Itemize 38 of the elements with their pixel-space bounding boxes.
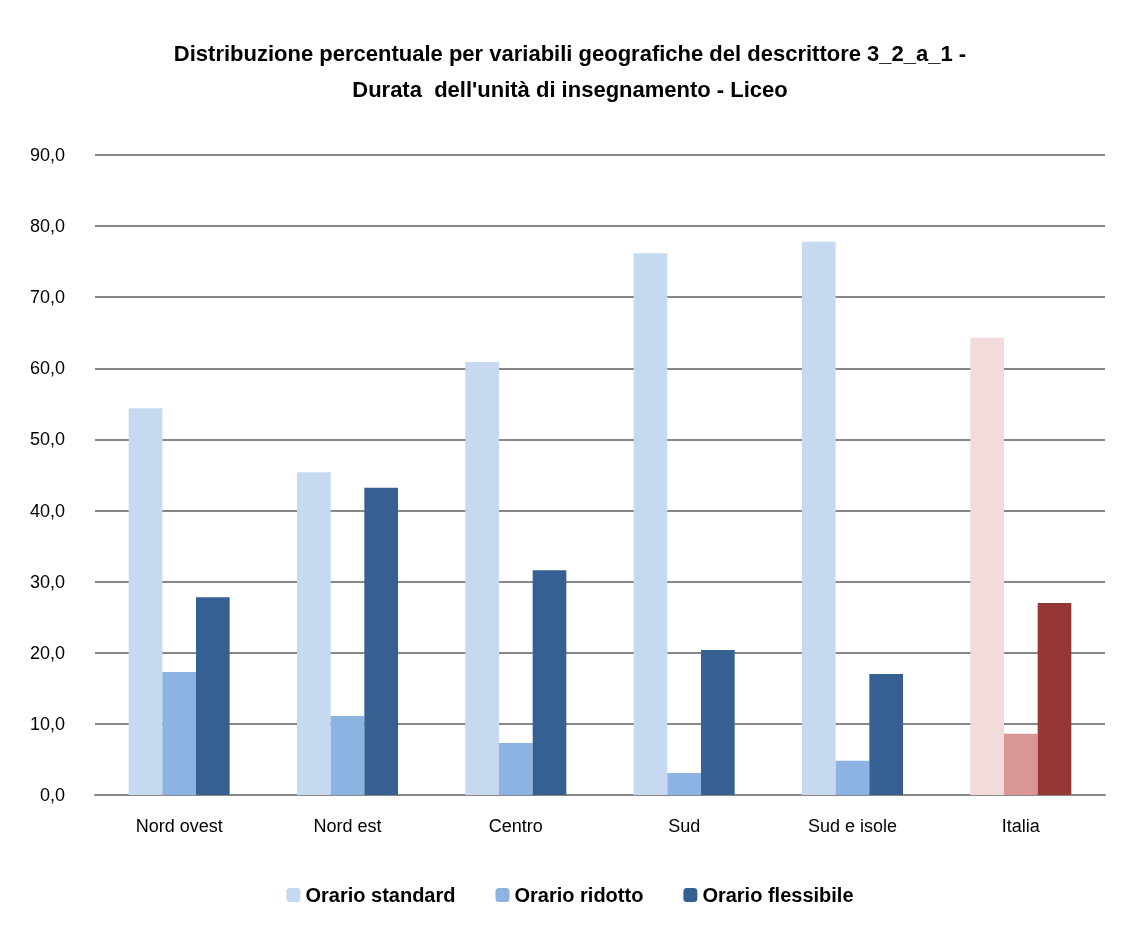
bar: [532, 570, 567, 795]
bar: [499, 743, 533, 795]
legend-label: Orario ridotto: [514, 884, 644, 906]
bar: [330, 716, 365, 795]
bar: [162, 671, 196, 795]
y-tick-label: 0,0: [39, 785, 65, 805]
chart-title: Distribuzione percentuale per variabili geografiche del descrittore 3_2_a_1 - Durata dell'unità di insegnamento - Liceo: [173, 40, 967, 102]
bar: [1037, 603, 1072, 795]
y-tick-label: 40,0: [29, 500, 65, 521]
y-tick-label: 30,0: [29, 571, 65, 592]
y-tick-label: 70,0: [29, 287, 65, 308]
bar: [196, 597, 230, 795]
bar: [297, 472, 331, 795]
bar: [701, 649, 735, 795]
x-tick-label: Italia: [1001, 816, 1041, 836]
bar: [364, 487, 398, 795]
legend-label: Orario standard: [305, 884, 456, 906]
x-tick-label: Sud e isole: [807, 816, 898, 836]
bar: [869, 674, 903, 795]
bar: [835, 760, 870, 795]
x-tick-label: Nord est: [313, 816, 382, 836]
y-tick-label: 50,0: [29, 429, 65, 450]
y-tick-label: 90,0: [29, 145, 65, 165]
bar: [802, 241, 836, 795]
bar: [465, 361, 499, 795]
x-tick-label: Sud: [668, 816, 701, 836]
y-tick-label: 20,0: [29, 642, 65, 663]
x-tick-label: Centro: [488, 816, 543, 836]
bar: [1004, 733, 1038, 795]
y-tick-label: 80,0: [29, 216, 65, 237]
y-tick-label: 60,0: [29, 358, 65, 379]
bar: [970, 337, 1004, 795]
y-tick-label: 10,0: [29, 713, 65, 734]
bar: [633, 253, 668, 795]
bar: [128, 408, 163, 795]
legend-label: Orario flessibile: [702, 884, 854, 906]
bar: [667, 772, 701, 795]
x-tick-label: Nord ovest: [135, 816, 223, 836]
